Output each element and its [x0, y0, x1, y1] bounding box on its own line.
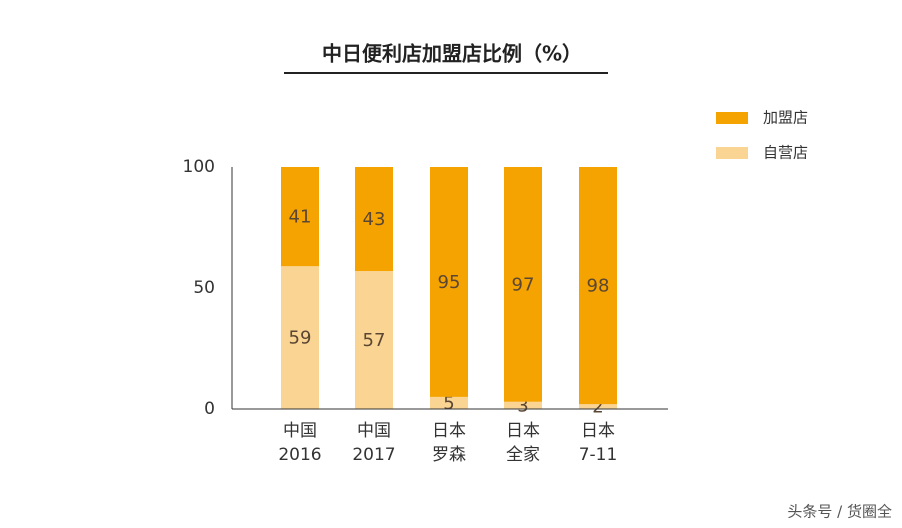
data-label: 57 [363, 330, 386, 351]
data-label: 43 [363, 209, 386, 230]
bar-segment [281, 167, 319, 267]
bar-segment [430, 167, 468, 397]
y-tick-label: 100 [183, 157, 215, 177]
x-tick-label: 日本 [581, 421, 615, 441]
data-label: 41 [289, 207, 312, 228]
bar-segment [355, 167, 393, 272]
data-label: 5 [443, 393, 454, 414]
bar-segment [504, 401, 542, 409]
watermark: 头条号 / 货圈全 [787, 503, 892, 521]
data-label: 2 [592, 397, 603, 418]
data-label: 98 [587, 276, 610, 297]
legend-swatch [716, 147, 748, 159]
data-label: 59 [289, 328, 312, 349]
chart-title: 中日便利店加盟店比例（%） [322, 42, 582, 66]
x-tick-label: 中国 [357, 421, 391, 441]
bar-segment [355, 271, 393, 409]
y-tick-label: 0 [204, 399, 215, 419]
data-label: 3 [517, 395, 528, 416]
data-label: 95 [438, 272, 461, 293]
x-tick-label: 2017 [352, 445, 395, 465]
bar-segment [579, 167, 617, 405]
x-tick-label: 中国 [283, 421, 317, 441]
data-label: 97 [512, 274, 535, 295]
legend-label: 自营店 [763, 144, 808, 162]
x-tick-label: 7-11 [579, 445, 618, 465]
x-tick-label: 日本 [432, 421, 466, 441]
x-tick-label: 罗森 [432, 445, 466, 465]
y-tick-label: 50 [193, 278, 215, 298]
bar-segment [281, 266, 319, 409]
bar-segment [430, 396, 468, 409]
x-tick-label: 日本 [506, 421, 540, 441]
x-tick-label: 全家 [506, 445, 540, 465]
legend-swatch [716, 112, 748, 124]
bar-segment [504, 167, 542, 402]
legend-label: 加盟店 [763, 109, 808, 127]
bar-segment [579, 404, 617, 409]
x-tick-label: 2016 [278, 445, 321, 465]
